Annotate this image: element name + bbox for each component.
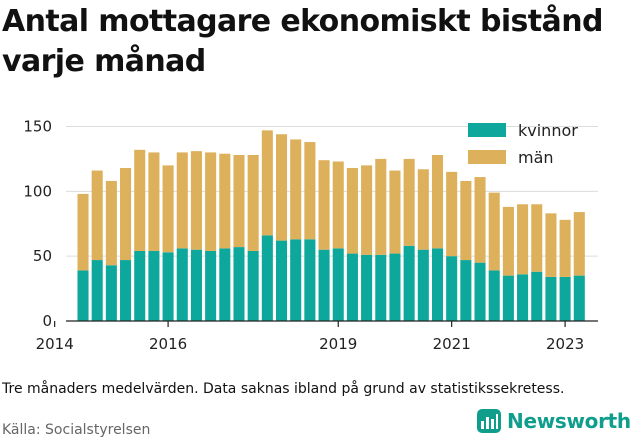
bar-kvinnor (531, 271, 543, 321)
bar-man (91, 170, 103, 261)
legend: kvinnor män (468, 121, 578, 167)
bar-kvinnor (91, 260, 103, 321)
bar-man (389, 170, 401, 254)
bar-man (573, 212, 585, 276)
bar-kvinnor (474, 262, 486, 321)
bar-kvinnor (162, 252, 174, 321)
bar-man (502, 206, 514, 276)
legend-label: män (518, 148, 554, 167)
bar-man (162, 165, 174, 253)
bar-kvinnor (247, 250, 259, 321)
bar-man (105, 180, 117, 266)
bar-kvinnor (332, 248, 344, 321)
bar-kvinnor (403, 245, 415, 321)
bar-man (474, 177, 486, 263)
bar-kvinnor (389, 253, 401, 321)
bar-man (205, 152, 217, 251)
source-label: Källa: Socialstyrelsen (2, 422, 151, 438)
bar-man (304, 142, 316, 240)
bar-kvinnor (573, 275, 585, 321)
bar-kvinnor (219, 248, 231, 321)
bar-chart-logo-icon (477, 409, 501, 433)
x-tick-label: 2016 (149, 335, 187, 353)
y-tick-label: 0 (42, 312, 52, 330)
bar-kvinnor (304, 239, 316, 321)
bar-kvinnor (205, 250, 217, 321)
bar-kvinnor (77, 270, 89, 321)
stacked-bar-chart: 0 50 100 150 2014 2016 2019 2021 2023 kvinnor mä… (23, 117, 598, 353)
newsworthy-logo[interactable]: Newsworthy (476, 408, 631, 434)
x-tick-label: 2023 (546, 335, 584, 353)
bar-kvinnor (275, 240, 288, 321)
bar-kvinnor (120, 260, 132, 321)
bar-man (346, 167, 358, 254)
bar-man (403, 158, 415, 246)
bar-kvinnor (233, 247, 245, 321)
bar-kvinnor (176, 248, 188, 321)
bars (77, 130, 585, 321)
bar-man (375, 158, 387, 255)
bar-kvinnor (559, 276, 571, 321)
bar-man (120, 167, 132, 261)
bar-kvinnor (446, 256, 458, 321)
bar-kvinnor (190, 249, 202, 321)
legend-label: kvinnor (518, 121, 578, 140)
bar-kvinnor (502, 275, 514, 321)
bar-kvinnor (346, 253, 358, 321)
x-tick-label: 2021 (433, 335, 471, 353)
bar-man (446, 171, 458, 257)
bar-kvinnor (290, 239, 302, 321)
x-axis-ticks: 2014 2016 2019 2021 2023 (36, 321, 584, 353)
bar-kvinnor (417, 249, 429, 321)
bar-kvinnor (361, 254, 373, 321)
bar-man (431, 155, 444, 249)
bar-kvinnor (517, 274, 529, 321)
bar-man (247, 155, 259, 251)
bar-man (488, 192, 500, 271)
bar-man (318, 160, 330, 250)
bar-man (332, 161, 344, 249)
bar-man (517, 204, 529, 275)
bar-kvinnor (105, 265, 117, 321)
bar-man (531, 204, 543, 272)
bar-man (559, 219, 571, 277)
bar-kvinnor (488, 270, 500, 321)
chart-title: Antal mottagare ekonomiskt bistånd varje… (2, 4, 603, 79)
bar-man (460, 180, 472, 261)
bar-man (233, 155, 245, 248)
x-tick-label: 2014 (36, 335, 74, 353)
bar-man (134, 149, 146, 251)
bar-man (77, 193, 89, 271)
bar-kvinnor (318, 249, 330, 321)
y-tick-label: 150 (23, 117, 52, 135)
bar-man (290, 139, 302, 240)
bar-kvinnor (134, 250, 146, 321)
y-tick-label: 50 (33, 247, 52, 265)
bar-man (417, 169, 429, 250)
bar-kvinnor (545, 276, 557, 321)
bar-man (219, 153, 231, 249)
bar-kvinnor (375, 254, 387, 321)
x-tick-label: 2019 (319, 335, 357, 353)
bar-man (190, 151, 202, 250)
bar-man (275, 134, 288, 241)
bar-kvinnor (148, 250, 160, 321)
y-tick-label: 100 (23, 182, 52, 200)
bar-kvinnor (431, 248, 444, 321)
legend-swatch (468, 123, 506, 137)
legend-swatch (468, 150, 506, 164)
bar-kvinnor (460, 260, 472, 321)
bar-man (361, 165, 373, 255)
bar-man (261, 130, 273, 236)
bar-man (545, 213, 557, 277)
bar-man (176, 152, 188, 249)
y-axis-ticks: 0 50 100 150 (23, 117, 52, 330)
chart-note: Tre månaders medelvärden. Data saknas ib… (2, 381, 565, 397)
brand-name: Newsworthy (507, 409, 631, 433)
bar-kvinnor (261, 235, 273, 321)
bar-man (148, 152, 160, 251)
